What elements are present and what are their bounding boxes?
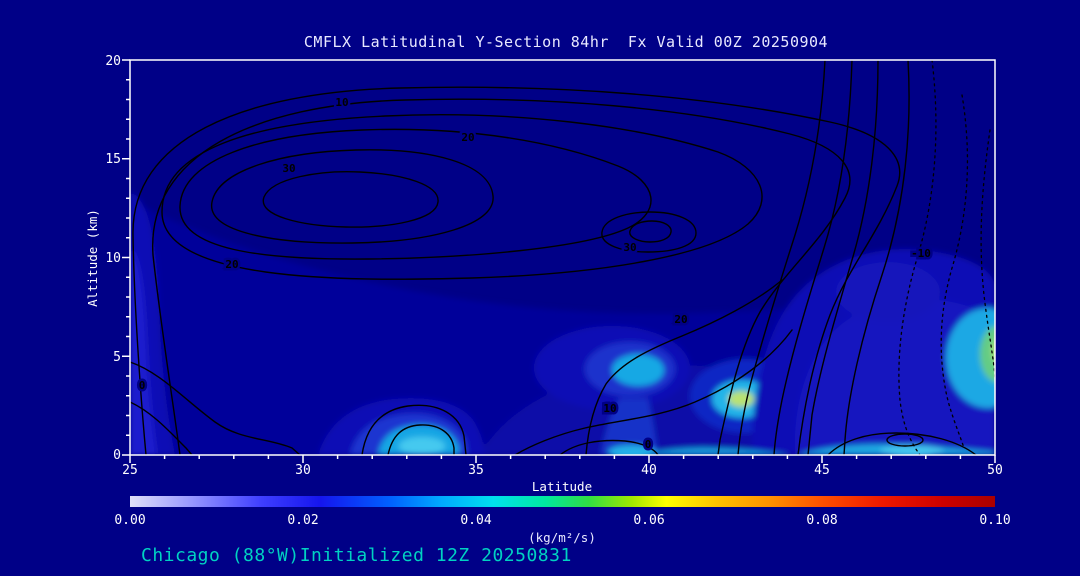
contour-label: 10 <box>603 402 616 415</box>
contour-label: 20 <box>225 258 238 271</box>
flux-region <box>130 248 157 455</box>
x-axis-tick-labels: 25 30 35 40 45 50 <box>122 463 1003 478</box>
flux-region <box>640 448 790 455</box>
station-init-annotation: Chicago (88°W)Initialized 12Z 20250831 <box>141 545 572 566</box>
contour-line <box>773 60 853 455</box>
colorbar-tick-label: 0.08 <box>806 513 837 528</box>
contour-line <box>130 401 193 455</box>
x-tick-label: 40 <box>641 463 657 478</box>
y-tick-label: 0 <box>113 448 121 463</box>
contour-line <box>601 211 697 253</box>
plot-area <box>130 60 995 455</box>
contour-line-negative <box>898 60 937 455</box>
contour-label: 30 <box>623 241 636 254</box>
y-tick-label: 10 <box>105 251 121 266</box>
flux-region <box>608 445 656 455</box>
y-axis-tick-labels: 0 5 10 15 20 <box>105 54 121 463</box>
flux-region <box>980 326 995 382</box>
flux-region <box>794 299 995 455</box>
contour-label: 10 <box>335 96 348 109</box>
contour-line <box>629 220 672 243</box>
y-tick-label: 20 <box>105 54 121 69</box>
contour-line <box>387 424 455 455</box>
x-tick-label: 25 <box>122 463 138 478</box>
contour-label: -10 <box>911 247 931 260</box>
shaded-flux-field <box>130 192 995 455</box>
y-tick-label: 15 <box>105 152 121 167</box>
contour-line <box>130 361 301 455</box>
contour-line <box>211 149 494 244</box>
axis-ticks <box>122 59 996 463</box>
contour-line <box>262 171 439 228</box>
x-tick-label: 35 <box>468 463 484 478</box>
contour-line <box>361 404 467 455</box>
contour-labels: 10 20 30 20 30 20 10 0 0 -10 <box>136 94 933 454</box>
contour-line <box>132 86 901 455</box>
contour-line <box>737 60 826 455</box>
y-tick-label: 5 <box>113 350 121 365</box>
colorbar-tick-labels: 0.00 0.02 0.04 0.06 0.08 0.10 <box>114 513 1010 528</box>
contour-lines <box>130 60 995 455</box>
flux-region <box>836 262 940 322</box>
contour-line <box>152 98 851 455</box>
flux-region <box>880 445 944 455</box>
y-axis-title: Altitude (km) <box>85 209 100 307</box>
colorbar-units-label: (kg/m²/s) <box>528 530 596 545</box>
x-tick-label: 30 <box>295 463 311 478</box>
x-tick-label: 45 <box>814 463 830 478</box>
flux-region <box>728 391 754 407</box>
contour-label: 30 <box>282 162 295 175</box>
flux-region <box>612 354 664 386</box>
contour-line <box>827 432 977 455</box>
x-tick-label: 50 <box>987 463 1003 478</box>
x-axis-title: Latitude <box>532 479 592 494</box>
contour-line <box>559 439 659 455</box>
contour-line <box>807 60 879 455</box>
contour-label: 20 <box>674 313 687 326</box>
contour-line <box>886 433 924 447</box>
flux-region <box>399 437 445 455</box>
contour-label: 0 <box>645 438 652 451</box>
contour-line <box>161 114 763 280</box>
contour-line-negative <box>940 94 969 449</box>
contour-line <box>585 279 783 455</box>
contour-line <box>179 128 652 260</box>
colorbar-tick-label: 0.06 <box>633 513 664 528</box>
colorbar-tick-label: 0.10 <box>979 513 1010 528</box>
contour-label: 0 <box>139 379 146 392</box>
colorbar-tick-label: 0.04 <box>460 513 491 528</box>
contour-label: 20 <box>461 131 474 144</box>
contour-line <box>843 60 910 455</box>
flux-region <box>946 308 995 408</box>
colorbar-tick-label: 0.02 <box>287 513 318 528</box>
colorbar-tick-label: 0.00 <box>114 513 145 528</box>
chart-title: CMFLX Latitudinal Y-Section 84hr Fx Vali… <box>304 33 828 51</box>
colorbar <box>130 496 995 507</box>
